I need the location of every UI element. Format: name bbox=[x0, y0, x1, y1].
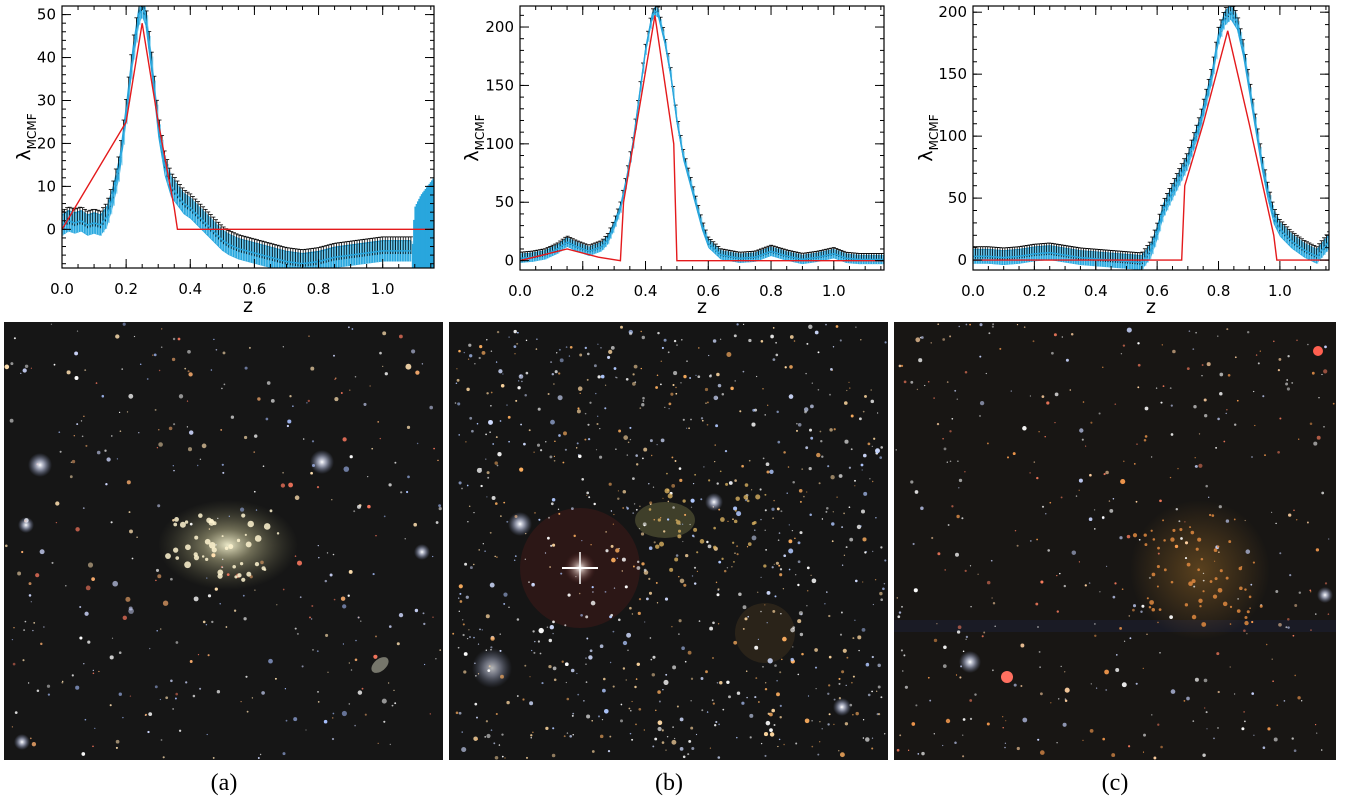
x-axis-label: z bbox=[1146, 296, 1156, 318]
x-tick-label: 1.0 bbox=[822, 282, 846, 300]
x-tick-label: 0.2 bbox=[114, 280, 138, 298]
filter-line bbox=[520, 15, 884, 262]
caption-b: (b) bbox=[655, 770, 683, 796]
y-axis-label-subscript: MCMF bbox=[25, 113, 39, 149]
y-tick-label: 0 bbox=[46, 220, 56, 238]
y-axis-label: λMCMF bbox=[915, 114, 941, 161]
x-tick-label: 0.0 bbox=[50, 280, 74, 298]
x-tick-label: 0.0 bbox=[508, 282, 532, 300]
chart-panel-c: 0.0 0.2 0.4 0.6 0.8 1.0 0 50 100 150 200 z λMCMF bbox=[915, 3, 1330, 318]
y-tick-label: 150 bbox=[938, 65, 967, 83]
y-tick-label: 50 bbox=[37, 6, 56, 24]
error-bars bbox=[62, 6, 413, 268]
x-tick-label: 0.8 bbox=[1207, 282, 1231, 300]
x-tick-label: 1.0 bbox=[371, 280, 395, 298]
y-tick-label: 200 bbox=[485, 18, 514, 36]
y-axis-label-main: λ bbox=[461, 150, 483, 161]
x-tick-label: 1.0 bbox=[1268, 282, 1292, 300]
y-axis-label: λMCMF bbox=[461, 114, 487, 161]
y-tick-label: 40 bbox=[37, 49, 56, 67]
x-tick-label: 0.4 bbox=[178, 280, 202, 298]
y-tick-label: 100 bbox=[485, 135, 514, 153]
x-tick-label: 0.6 bbox=[696, 282, 720, 300]
plot-frame bbox=[61, 5, 435, 269]
plot-frame bbox=[519, 5, 885, 271]
sky-image-b bbox=[449, 322, 888, 760]
chart-panel-a: 0.0 0.2 0.4 0.6 0.8 1.0 0 10 20 30 40 50 z λMCMF bbox=[13, 5, 435, 317]
x-tick-label: 0.2 bbox=[571, 282, 595, 300]
signal-line bbox=[520, 10, 884, 261]
plot-frame bbox=[972, 5, 1330, 271]
y-axis-label-subscript: MCMF bbox=[473, 114, 487, 150]
caption-a: (a) bbox=[211, 770, 238, 796]
x-tick-label: 0.6 bbox=[1145, 282, 1169, 300]
x-tick-label: 0.6 bbox=[242, 280, 266, 298]
y-axis-label-main: λ bbox=[915, 150, 937, 161]
filter-line bbox=[973, 30, 1329, 261]
y-axis-label: λMCMF bbox=[13, 113, 39, 160]
x-tick-label: 0.4 bbox=[1084, 282, 1108, 300]
x-axis-label: z bbox=[697, 296, 707, 318]
signal-line bbox=[973, 10, 1329, 264]
y-axis-label-subscript: MCMF bbox=[927, 114, 941, 150]
y-tick-label: 100 bbox=[938, 127, 967, 145]
x-tick-label: 0.8 bbox=[759, 282, 783, 300]
y-tick-label: 50 bbox=[495, 193, 514, 211]
y-axis-label-main: λ bbox=[13, 149, 35, 160]
y-tick-label: 10 bbox=[37, 177, 56, 195]
x-tick-label: 0.2 bbox=[1022, 282, 1046, 300]
y-tick-label: 20 bbox=[37, 134, 56, 152]
y-tick-label: 0 bbox=[957, 251, 967, 269]
x-tick-label: 0.8 bbox=[307, 280, 331, 298]
filter-line bbox=[62, 23, 434, 231]
x-tick-label: 0.4 bbox=[634, 282, 658, 300]
y-tick-label: 0 bbox=[504, 252, 514, 270]
y-tick-label: 150 bbox=[485, 76, 514, 94]
sky-image-a bbox=[4, 322, 443, 760]
y-tick-label: 50 bbox=[948, 189, 967, 207]
caption-c: (c) bbox=[1102, 770, 1129, 796]
sky-image-c bbox=[894, 322, 1336, 760]
x-tick-label: 0.0 bbox=[961, 282, 985, 300]
error-band bbox=[62, 6, 411, 268]
chart-panel-b: 0.0 0.2 0.4 0.6 0.8 1.0 0 50 100 150 200 z λMCMF bbox=[461, 5, 885, 318]
error-band bbox=[973, 6, 1329, 270]
y-tick-label: 30 bbox=[37, 91, 56, 109]
x-axis-label: z bbox=[243, 295, 253, 317]
signal-line bbox=[62, 6, 411, 265]
y-tick-label: 200 bbox=[938, 3, 967, 21]
